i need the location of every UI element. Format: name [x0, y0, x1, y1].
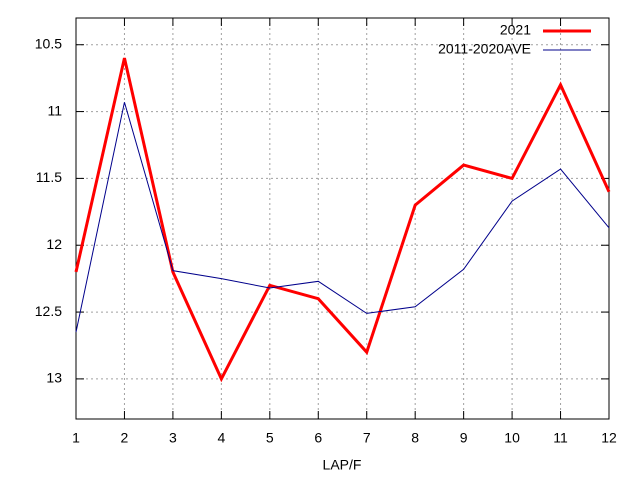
x-tick-label: 8 — [411, 430, 419, 446]
y-tick-label: 13 — [46, 370, 62, 386]
x-axis-label: LAP/F — [323, 457, 362, 473]
y-tick-label: 10.5 — [35, 35, 62, 51]
x-tick-label: 12 — [601, 430, 617, 446]
x-tick-label: 9 — [460, 430, 468, 446]
x-tick-label: 7 — [363, 430, 371, 446]
x-tick-label: 4 — [217, 430, 225, 446]
y-tick-label: 12.5 — [35, 303, 62, 319]
series-line — [74, 57, 611, 383]
x-tick-label: 5 — [266, 430, 274, 446]
x-tick-label: 3 — [169, 430, 177, 446]
x-tick-label: 2 — [121, 430, 129, 446]
plot-border — [75, 17, 610, 420]
series-line — [75, 102, 610, 333]
y-tick-label: 11 — [47, 102, 62, 118]
x-tick-label: 1 — [72, 430, 80, 446]
legend-label: 2011-2020AVE — [438, 41, 531, 57]
y-tick-label: 11.5 — [36, 169, 62, 185]
x-tick-label: 6 — [314, 430, 322, 446]
x-tick-label: 11 — [553, 430, 568, 446]
x-tick-label: 10 — [504, 430, 520, 446]
legend-label: 2021 — [500, 22, 531, 38]
y-tick-label: 12 — [46, 236, 62, 252]
